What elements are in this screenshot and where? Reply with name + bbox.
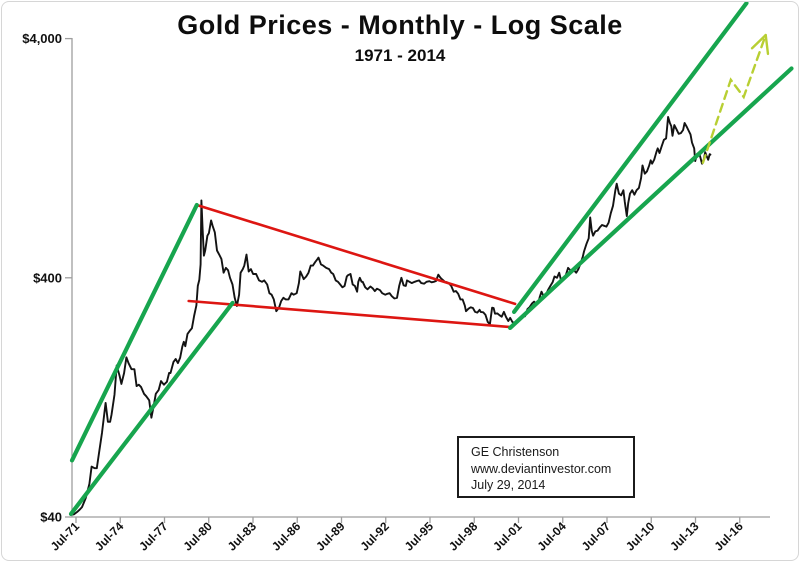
trend-line-right-channel-lower [508,66,794,330]
x-axis-tick-label: Jul-74 [92,519,127,554]
trend-line-left-channel-upper [69,202,199,463]
x-axis-tick-label: Jul-95 [402,519,437,554]
x-axis-tick-label: Jul-92 [357,519,392,554]
annotation-author: GE Christenson [471,445,560,459]
x-axis-tick-label: Jul-04 [534,519,569,554]
projection-dashed-line [701,33,767,165]
y-axis-tick-label: $400 [33,270,62,285]
annotation-box: GE Christenson www.deviantinvestor.com J… [457,436,635,498]
trend-line-left-channel-lower [68,300,235,517]
x-axis-tick-label: Jul-01 [490,519,525,554]
x-axis-tick-label: Jul-77 [136,519,171,554]
x-axis-tick-label: Jul-10 [623,519,658,554]
x-axis-tick-label: Jul-98 [446,519,481,554]
x-axis-tick-label: Jul-16 [711,519,746,554]
chart-subtitle: 1971 - 2014 [354,46,446,65]
x-axis-tick-label: Jul-83 [225,519,260,554]
x-axis-tick-label: Jul-80 [180,519,215,554]
trend-line-right-channel-upper [511,0,749,314]
price-line [69,116,712,516]
x-axis-tick-label: Jul-13 [667,519,702,554]
annotation-website: www.deviantinvestor.com [471,461,612,476]
projection-arrowhead [750,33,767,50]
projection-arrowhead [764,33,770,56]
annotation-date: July 29, 2014 [471,478,546,492]
x-axis-tick-label: Jul-07 [579,519,614,554]
x-axis-tick-label: Jul-86 [269,519,304,554]
trend-line-wedge-lower [187,299,512,329]
x-axis-tick-label: Jul-89 [313,519,348,554]
trend-line-wedge-upper [195,203,517,306]
y-axis-tick-label: $4,000 [22,31,62,46]
chart-title: Gold Prices - Monthly - Log Scale [177,10,623,40]
y-axis-tick-label: $40 [40,510,62,525]
